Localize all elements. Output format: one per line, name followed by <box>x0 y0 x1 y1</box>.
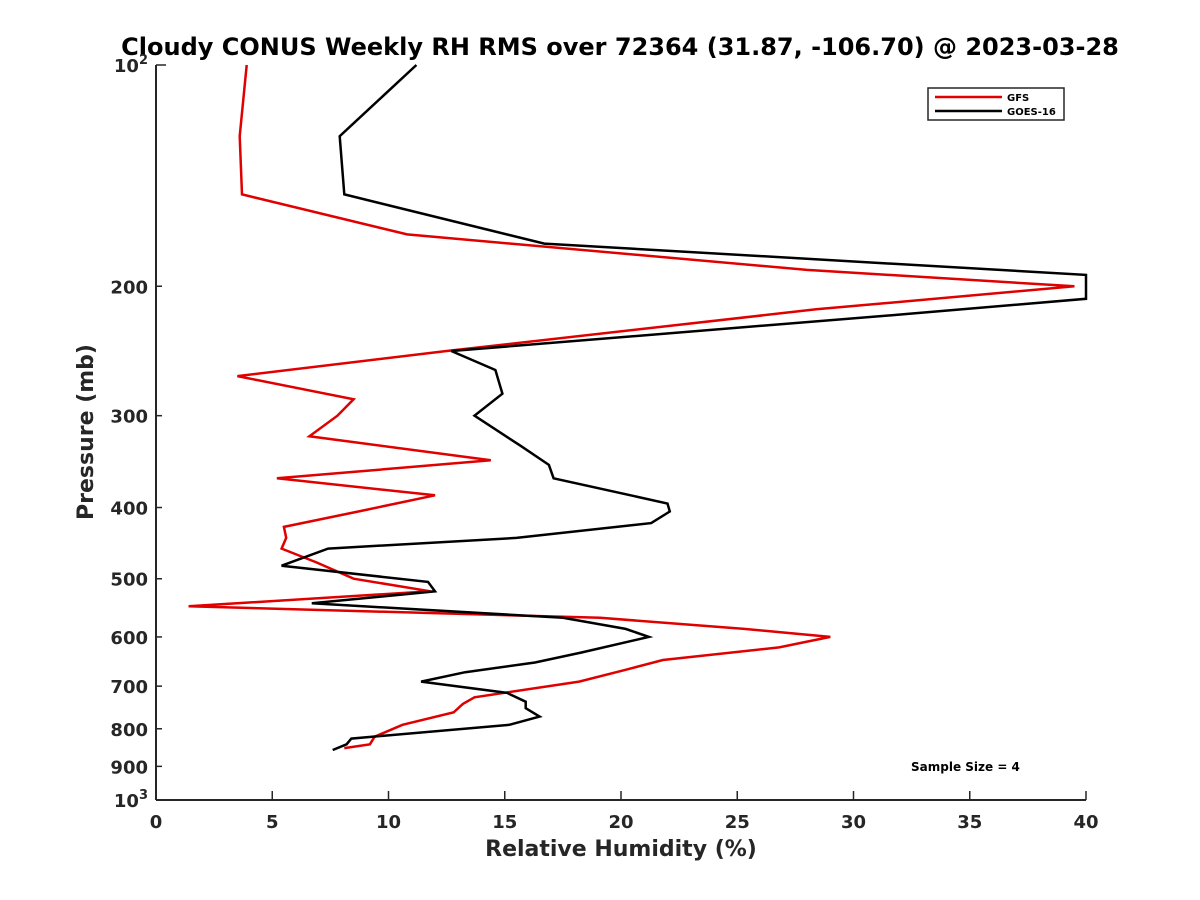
y-tick-label: 900 <box>110 757 148 778</box>
y-tick-label: 300 <box>110 407 148 428</box>
x-tick-label: 35 <box>957 812 982 833</box>
x-tick-label: 5 <box>266 812 279 833</box>
x-tick-label: 25 <box>725 812 750 833</box>
y-tick-label: 102 <box>114 53 148 77</box>
y-tick-label: 800 <box>110 720 148 741</box>
legend-label-gfs: GFS <box>1007 93 1029 104</box>
y-tick-label: 500 <box>110 570 148 591</box>
x-tick-label: 40 <box>1073 812 1098 833</box>
series-line-gfs <box>188 64 1075 750</box>
x-tick-label: 0 <box>150 812 163 833</box>
plot-area <box>156 65 1086 800</box>
series-line-goes16 <box>281 64 1088 752</box>
sample-size-annotation: Sample Size = 4 <box>911 760 1020 774</box>
y-tick-label: 103 <box>114 788 148 812</box>
y-axis-label: Pressure (mb) <box>74 344 99 520</box>
y-tick-label: 400 <box>110 499 148 520</box>
y-tick-label: 200 <box>110 277 148 298</box>
x-tick-label: 30 <box>841 812 866 833</box>
legend: GFS GOES-16 <box>927 87 1065 121</box>
y-tick-label: 700 <box>110 677 148 698</box>
chart-title: Cloudy CONUS Weekly RH RMS over 72364 (3… <box>121 33 1119 61</box>
x-axis-label: Relative Humidity (%) <box>485 837 757 862</box>
x-tick-label: 20 <box>608 812 633 833</box>
y-tick-label: 600 <box>110 628 148 649</box>
x-tick-label: 10 <box>376 812 401 833</box>
x-ticks: 0 5 10 15 20 25 30 35 40 <box>150 791 1099 833</box>
legend-box <box>927 87 1065 121</box>
series-layer <box>188 64 1088 752</box>
legend-label-goes16: GOES-16 <box>1007 107 1056 118</box>
y-ticks: 102 200 300 400 500 600 700 800 900 103 <box>110 53 166 812</box>
x-tick-label: 15 <box>492 812 517 833</box>
